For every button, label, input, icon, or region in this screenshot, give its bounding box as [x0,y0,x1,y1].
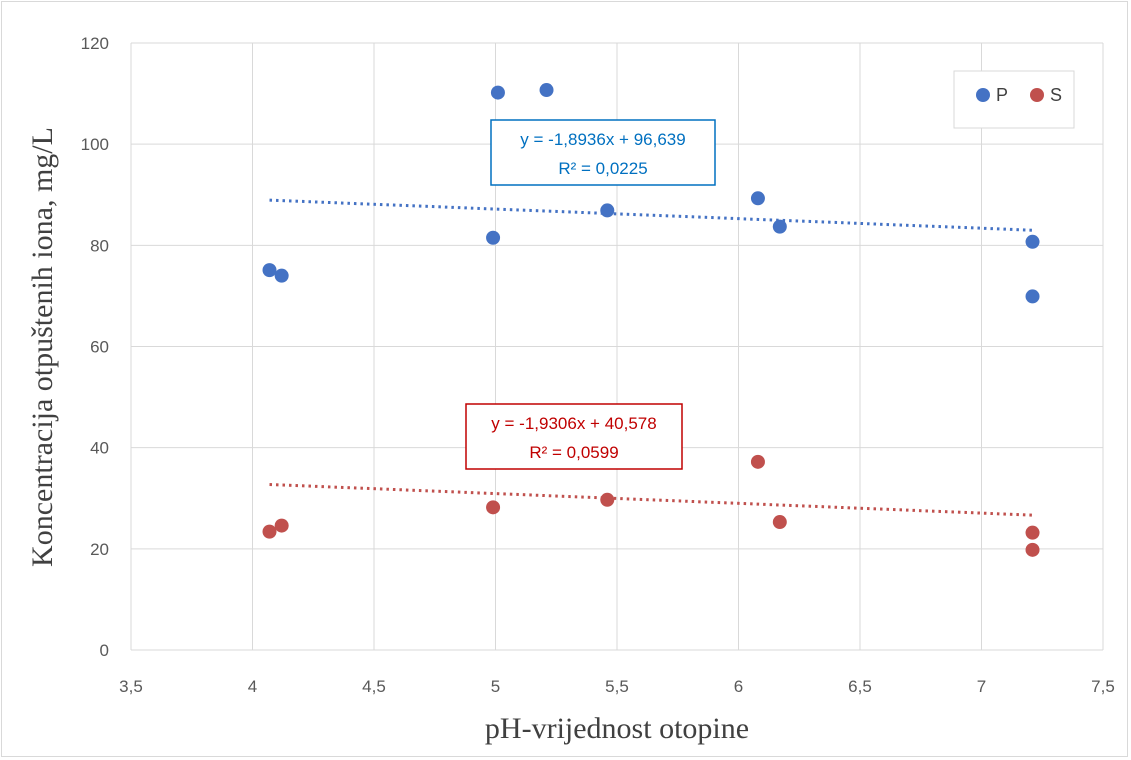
point-s [750,454,765,469]
r2-text-s: R² = 0,0599 [529,443,618,462]
y-tick-label: 40 [90,439,109,458]
trendline-equations: y = -1,8936x + 96,639 R² = 0,0225 y = -1,9… [465,119,716,470]
point-s [1025,525,1040,540]
point-p [539,83,554,98]
point-p [486,230,501,245]
equation-text-s: y = -1,9306x + 40,578 [491,414,656,433]
legend: P S [953,70,1075,129]
legend-box [953,70,1075,129]
trendline-p [269,198,1033,232]
legend-marker-p [976,88,990,102]
point-p [600,203,615,218]
legend-label-s: S [1050,85,1062,105]
legend-marker-s [1030,88,1044,102]
point-s [1025,542,1040,557]
point-p [262,263,277,278]
x-tick-label: 6,5 [848,677,872,696]
point-p [1025,289,1040,304]
x-tick-label: 3,5 [119,677,143,696]
point-p [750,191,765,206]
point-p [274,268,289,283]
point-s [772,515,787,530]
y-tick-label: 60 [90,338,109,357]
r2-text-p: R² = 0,0225 [558,159,647,178]
y-tick-labels: 0 20 40 60 80 100 120 [81,34,109,660]
x-tick-label: 5,5 [605,677,629,696]
data-points [262,83,1040,557]
point-s [274,518,289,533]
point-p [1025,234,1040,249]
equation-text-p: y = -1,8936x + 96,639 [520,130,685,149]
y-tick-label: 100 [81,135,109,154]
point-p [490,85,505,100]
trendline-s [269,482,1033,517]
y-tick-label: 80 [90,236,109,255]
y-axis-title: Koncentracija otpuštenih iona, mg/L [26,127,59,567]
point-s [486,500,501,515]
legend-label-p: P [996,85,1008,105]
x-tick-label: 4,5 [362,677,386,696]
x-axis-title: pH-vrijednost otopine [485,712,749,745]
x-tick-label: 4 [248,677,257,696]
point-s [600,492,615,507]
point-s [262,524,277,539]
x-tick-label: 7 [977,677,986,696]
x-tick-label: 7,5 [1091,677,1115,696]
x-tick-labels: 3,5 4 4,5 5 5,5 6 6,5 7 7,5 [119,677,1115,696]
x-tick-label: 6 [734,677,743,696]
point-p [772,219,787,234]
equation-box-p [490,119,716,186]
y-tick-label: 20 [90,540,109,559]
y-tick-label: 0 [100,641,109,660]
x-tick-label: 5 [491,677,500,696]
equation-box-s [465,403,683,470]
y-tick-label: 120 [81,34,109,53]
